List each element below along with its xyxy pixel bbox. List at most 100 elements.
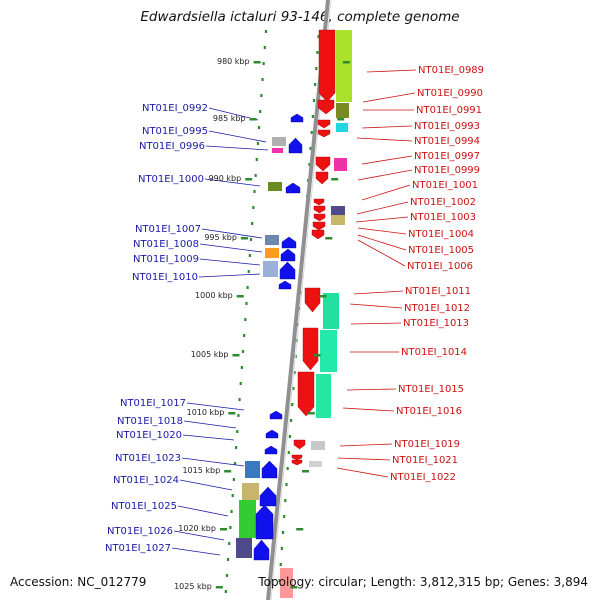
right-gene-label: NT01EI_1003 (410, 212, 476, 223)
right-tick-dot (310, 131, 313, 134)
right-gene-label: NT01EI_1001 (412, 180, 478, 191)
left-gene-label: NT01EI_1027 (105, 543, 171, 554)
right-tick-dot (296, 323, 300, 326)
map-title: Edwardsiella ictaluri 93-146, complete g… (140, 9, 460, 25)
right-tick-dot (312, 99, 316, 102)
feature-box-olive (336, 103, 349, 118)
accession-text: Accession: NC_012779 (10, 575, 147, 589)
right-leader-line (357, 234, 407, 251)
left-leader-line (199, 243, 263, 253)
gene-arrow-down (318, 29, 336, 103)
feature-box-lime (336, 30, 352, 102)
right-gene-label: NT01EI_1011 (405, 286, 471, 297)
left-tick-dot (251, 222, 254, 225)
gene-arrow-down (313, 198, 325, 206)
gene-arrow-down (317, 129, 331, 138)
right-leader-line (350, 322, 402, 325)
right-gene-label: NT01EI_1022 (390, 472, 456, 483)
scale-tick (240, 237, 248, 240)
feature-box-tan (331, 215, 345, 225)
scale-tick (253, 61, 261, 64)
scale-tick (228, 412, 236, 415)
left-leader-line (204, 178, 261, 187)
right-leader-line (356, 137, 413, 142)
feature-box-teal (323, 293, 339, 329)
gene-arrow-down (311, 229, 325, 240)
gene-arrow-down (291, 459, 303, 466)
scale-tick (219, 528, 227, 531)
left-gene-label: NT01EI_1007 (135, 224, 201, 235)
gene-arrow-up (285, 182, 301, 194)
left-tick-dot (224, 590, 227, 593)
right-gene-label: NT01EI_1006 (407, 261, 473, 272)
left-tick-dot (263, 46, 266, 49)
right-leader-line (356, 201, 409, 215)
right-leader-line (336, 467, 389, 478)
left-tick-dot (237, 414, 240, 417)
left-leader-line (171, 547, 221, 556)
scale-tick (236, 295, 244, 298)
right-tick-dot (293, 371, 296, 374)
feature-box-lightblue (263, 261, 278, 277)
gene-arrow-up (278, 280, 292, 290)
gene-arrow-down (317, 119, 331, 129)
feature-box-grey (272, 137, 286, 146)
feature-box-indigo (236, 538, 252, 558)
left-tick-dot (253, 190, 256, 193)
left-tick-dot (260, 94, 263, 97)
right-leader-line (349, 303, 403, 309)
right-gene-label: NT01EI_1016 (396, 406, 462, 417)
scale-tick (215, 586, 223, 589)
gene-arrow-down (293, 439, 306, 450)
gene-arrow-up (279, 261, 296, 280)
left-tick-dot (227, 558, 230, 561)
feature-box-olive (268, 182, 282, 191)
gene-arrow-up (253, 539, 270, 561)
scale-tick (249, 118, 257, 121)
right-tick-dot (284, 499, 287, 502)
left-gene-label: NT01EI_0995 (142, 126, 208, 137)
left-tick-dot (256, 142, 260, 145)
left-tick-dot (229, 526, 232, 529)
gene-arrow-up (259, 486, 277, 507)
scale-tick (232, 354, 240, 357)
feature-box-pink (334, 158, 347, 171)
left-tick-dot (264, 30, 268, 33)
right-gene-label: NT01EI_0994 (414, 136, 480, 147)
right-tick-dot (279, 563, 282, 566)
scale-label: 1005 kbp (191, 350, 229, 359)
left-tick-dot (247, 270, 250, 273)
right-tick-dot (288, 435, 292, 438)
right-gene-label: NT01EI_1002 (410, 197, 476, 208)
gene-arrow-up (269, 410, 283, 420)
feature-box-slate (265, 235, 279, 245)
right-leader-line (361, 184, 411, 201)
gene-arrow-down (313, 213, 326, 222)
feature-box-orange (265, 248, 279, 258)
right-gene-label: NT01EI_1021 (392, 455, 458, 466)
left-gene-label: NT01EI_0996 (139, 141, 205, 152)
gene-arrow-up (265, 429, 279, 439)
feature-box-indigo (331, 206, 345, 216)
right-leader-line (337, 457, 391, 461)
right-gene-label: NT01EI_0990 (417, 88, 483, 99)
right-tick-dot (309, 147, 312, 150)
feature-box-pink (272, 148, 283, 153)
left-tick-dot (255, 158, 258, 161)
left-gene-label: NT01EI_1023 (115, 453, 181, 464)
feature-box-blue (245, 461, 260, 478)
right-gene-label: NT01EI_0997 (414, 151, 480, 162)
right-tick-dot (283, 515, 286, 518)
right-gene-label: NT01EI_0993 (414, 121, 480, 132)
right-gene-label: NT01EI_0999 (414, 165, 480, 176)
right-leader-line (353, 290, 404, 295)
left-leader-line (205, 145, 269, 151)
left-leader-line (199, 258, 261, 266)
scale-label: 1010 kbp (187, 408, 225, 417)
left-tick-dot (230, 510, 233, 513)
scale-tick (296, 528, 304, 531)
right-tick-dot (285, 483, 288, 486)
right-tick-dot (308, 163, 311, 166)
feature-box-grey (311, 441, 325, 450)
